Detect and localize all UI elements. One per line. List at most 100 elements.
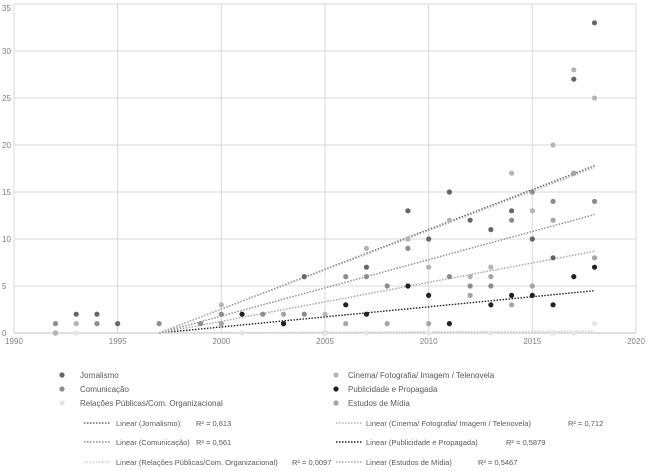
data-point: [550, 217, 556, 223]
data-point: [591, 95, 598, 101]
data-point: [446, 274, 452, 280]
trend-line: [158, 166, 595, 334]
data-point: [363, 264, 370, 270]
y-tick-label: 25: [2, 94, 11, 103]
data-point: [260, 311, 266, 317]
data-point: [405, 236, 411, 242]
x-tick-label: 1995: [109, 337, 127, 346]
data-point: [322, 311, 328, 317]
data-point: [426, 236, 432, 242]
legend-label: Estudos de Mídia: [348, 399, 410, 408]
data-point: [363, 330, 370, 336]
data-point: [426, 264, 432, 270]
data-point: [529, 236, 535, 242]
legend-label: Comunicação: [80, 385, 129, 394]
legend-r-squared: R² = 0,613: [196, 419, 231, 428]
data-point: [52, 321, 59, 327]
data-point: [218, 302, 224, 308]
legend-marker: [333, 386, 339, 392]
data-point: [94, 321, 100, 327]
y-tick-label: 0: [2, 329, 7, 338]
data-point: [571, 274, 577, 280]
data-point: [550, 302, 556, 308]
data-point: [426, 330, 432, 336]
data-point: [467, 292, 473, 298]
data-point: [446, 321, 452, 327]
data-point: [591, 198, 598, 204]
data-point: [488, 283, 494, 289]
legend-r-squared: R² = 0,561: [196, 438, 231, 447]
data-point: [239, 311, 245, 317]
data-point: [343, 274, 349, 280]
y-tick-label: 35: [2, 4, 11, 13]
y-tick-label: 5: [2, 282, 7, 291]
data-point: [529, 283, 535, 289]
data-point: [591, 264, 598, 270]
x-tick-label: 2000: [212, 337, 230, 346]
grid: [13, 3, 637, 334]
data-point: [571, 67, 577, 73]
data-point: [405, 245, 411, 251]
legend-marker: [59, 400, 65, 406]
legend-label: Cinema/ Fotografia/ Imagem / Telenovela: [348, 371, 495, 380]
legend-marker: [333, 400, 339, 406]
data-point: [301, 311, 307, 317]
data-point: [467, 283, 473, 289]
data-point: [571, 170, 577, 176]
data-point: [550, 142, 556, 148]
data-point: [363, 311, 370, 317]
data-point: [280, 321, 287, 327]
data-point: [488, 330, 494, 336]
data-point: [426, 321, 432, 327]
data-point: [73, 311, 79, 317]
data-point: [446, 189, 452, 195]
y-tick-label: 30: [2, 47, 11, 56]
legend-label: Publicidade e Propagada: [348, 385, 438, 394]
data-point: [550, 198, 556, 204]
legend-r-squared: R² = 0,712: [568, 419, 603, 428]
data-point: [509, 217, 515, 223]
legend-trend-label: Linear (Estudos de Mídia): [366, 458, 452, 467]
data-point: [384, 321, 390, 327]
data-point: [550, 255, 556, 261]
data-point: [363, 274, 370, 280]
legend-r-squared: R² = 0,5467: [478, 458, 517, 467]
x-axis-labels: 1990 1995 2000 2005 2010 2015 2020: [5, 337, 645, 346]
legend-r-squared: R² = 0,5879: [506, 438, 545, 447]
legend-label: Jornalismo: [80, 371, 119, 380]
x-tick-label: 2010: [420, 337, 438, 346]
data-point: [509, 302, 515, 308]
x-tick-label: 1990: [5, 337, 23, 346]
data-point: [239, 330, 245, 336]
data-point: [529, 292, 535, 298]
data-point: [156, 321, 162, 327]
data-point: [94, 311, 100, 317]
trend-lines: [158, 165, 595, 334]
data-point: [591, 255, 598, 261]
data-point: [115, 321, 121, 327]
data-point: [529, 208, 535, 214]
data-point: [446, 217, 452, 223]
data-point: [467, 274, 473, 280]
data-point: [52, 330, 59, 336]
data-point: [198, 321, 204, 327]
data-point: [529, 189, 535, 195]
legend-trend-label: Linear (Publicidade e Propagada): [366, 438, 478, 447]
y-tick-label: 15: [2, 188, 11, 197]
data-point: [405, 208, 411, 214]
data-point: [467, 217, 473, 223]
data-point: [218, 321, 224, 327]
x-tick-label: 2015: [523, 337, 541, 346]
data-point: [571, 76, 577, 82]
legend-trend-label: Linear (Jornalismo): [116, 419, 181, 428]
data-point: [488, 274, 494, 280]
data-points: [52, 20, 598, 336]
y-tick-label: 20: [2, 141, 11, 150]
data-point: [405, 283, 411, 289]
legend-label: Relações Públicas/Com. Organizacional: [80, 399, 223, 408]
legend-trend-label: Linear (Cinema/ Fotografia/ Imagem / Tel…: [366, 419, 531, 428]
y-tick-label: 10: [2, 235, 11, 244]
legend: Jornalismo Comunicação Relações Públicas/C…: [59, 371, 603, 467]
data-point: [343, 321, 349, 327]
